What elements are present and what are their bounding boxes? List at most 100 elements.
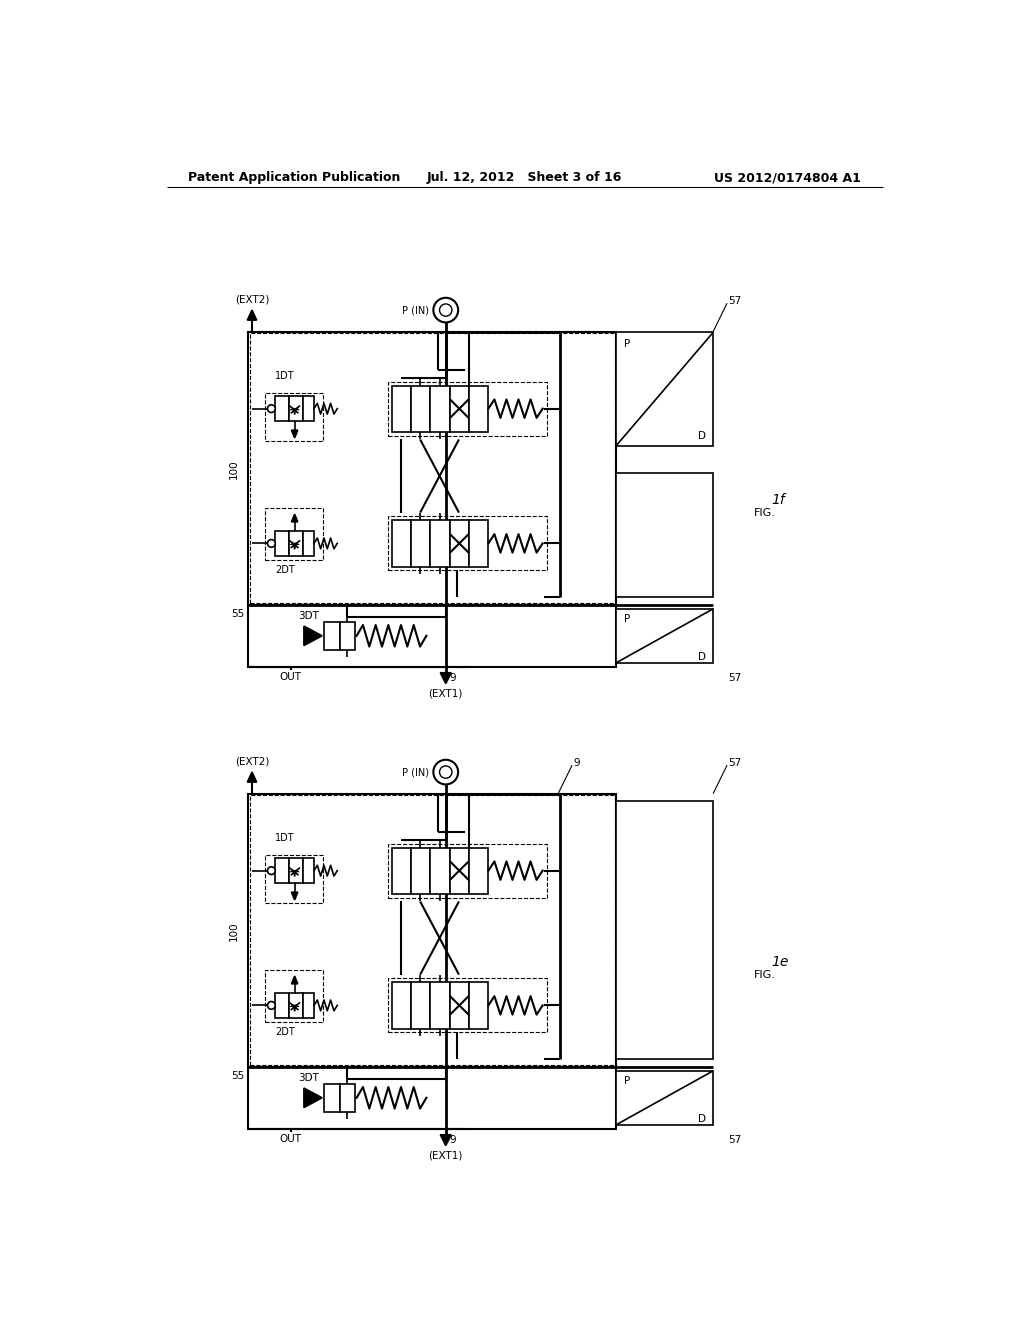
Bar xyxy=(616,1071,713,1125)
Bar xyxy=(388,843,547,898)
Text: FIG.: FIG. xyxy=(755,508,776,519)
Text: 1DT: 1DT xyxy=(275,833,295,843)
Polygon shape xyxy=(292,430,298,438)
Bar xyxy=(289,858,303,883)
Polygon shape xyxy=(248,310,257,321)
Bar xyxy=(430,847,450,894)
Text: 57: 57 xyxy=(729,758,741,768)
Text: 2DT: 2DT xyxy=(275,1027,295,1038)
Bar xyxy=(388,381,547,436)
Bar xyxy=(616,333,713,446)
Text: 9: 9 xyxy=(573,758,581,768)
Polygon shape xyxy=(304,626,323,645)
Bar xyxy=(324,622,340,649)
Circle shape xyxy=(267,405,275,413)
Bar xyxy=(469,520,488,566)
Circle shape xyxy=(433,298,458,322)
Text: 1e: 1e xyxy=(771,954,788,969)
Text: 2DT: 2DT xyxy=(275,565,295,576)
Text: Jul. 12, 2012   Sheet 3 of 16: Jul. 12, 2012 Sheet 3 of 16 xyxy=(427,172,623,185)
Text: (EXT2): (EXT2) xyxy=(234,756,269,767)
Bar xyxy=(289,993,303,1018)
Bar xyxy=(450,982,469,1028)
Circle shape xyxy=(267,1002,275,1010)
Bar xyxy=(250,795,614,1065)
Bar xyxy=(248,1067,616,1129)
Bar xyxy=(430,520,450,566)
Polygon shape xyxy=(440,673,452,684)
Bar xyxy=(388,516,547,570)
Text: 100: 100 xyxy=(228,459,239,479)
Text: 57: 57 xyxy=(729,673,741,684)
Text: D: D xyxy=(697,432,706,441)
Bar xyxy=(411,847,430,894)
Text: 55: 55 xyxy=(231,1072,245,1081)
Bar xyxy=(303,858,314,883)
Text: OUT: OUT xyxy=(280,1134,302,1144)
Bar xyxy=(289,531,303,556)
Text: P: P xyxy=(624,1076,630,1086)
Bar xyxy=(450,520,469,566)
Bar xyxy=(411,520,430,566)
Text: 57: 57 xyxy=(729,1135,741,1146)
Text: 9: 9 xyxy=(450,1135,457,1146)
Bar xyxy=(340,1084,355,1111)
Bar xyxy=(469,982,488,1028)
Bar xyxy=(388,978,547,1032)
Bar xyxy=(391,847,411,894)
Bar xyxy=(303,396,314,421)
Text: 55: 55 xyxy=(231,610,245,619)
Text: (EXT2): (EXT2) xyxy=(234,294,269,305)
Bar xyxy=(391,982,411,1028)
Text: D: D xyxy=(697,652,706,663)
Bar xyxy=(275,396,289,421)
Text: (EXT1): (EXT1) xyxy=(429,1150,463,1160)
Bar xyxy=(265,393,324,441)
Bar xyxy=(265,970,324,1022)
Circle shape xyxy=(439,304,452,317)
Bar xyxy=(616,801,713,1059)
Bar xyxy=(275,993,289,1018)
Bar xyxy=(265,508,324,560)
Bar xyxy=(469,385,488,432)
Bar xyxy=(450,385,469,432)
Bar xyxy=(616,609,713,663)
Bar xyxy=(275,531,289,556)
Polygon shape xyxy=(292,977,298,983)
Text: (EXT1): (EXT1) xyxy=(429,688,463,698)
Text: 9: 9 xyxy=(450,673,457,684)
Circle shape xyxy=(267,867,275,875)
Polygon shape xyxy=(292,515,298,521)
Bar xyxy=(303,993,314,1018)
Text: 3DT: 3DT xyxy=(299,1073,319,1082)
Bar xyxy=(248,793,616,1067)
Polygon shape xyxy=(440,1135,452,1146)
Text: P (IN): P (IN) xyxy=(401,305,429,315)
Polygon shape xyxy=(292,892,298,900)
Bar xyxy=(616,473,713,598)
Text: FIG.: FIG. xyxy=(755,970,776,981)
Bar xyxy=(250,333,614,603)
Bar xyxy=(450,847,469,894)
Bar xyxy=(469,847,488,894)
Text: 1f: 1f xyxy=(771,492,785,507)
Circle shape xyxy=(439,766,452,779)
Bar xyxy=(275,858,289,883)
Bar xyxy=(391,385,411,432)
Bar xyxy=(411,385,430,432)
Text: 3DT: 3DT xyxy=(299,611,319,620)
Text: 100: 100 xyxy=(228,921,239,941)
Bar xyxy=(340,622,355,649)
Text: OUT: OUT xyxy=(280,672,302,682)
Bar xyxy=(248,331,616,605)
Text: P: P xyxy=(624,339,630,348)
Bar xyxy=(265,855,324,903)
Bar xyxy=(430,385,450,432)
Bar xyxy=(303,531,314,556)
Bar xyxy=(289,396,303,421)
Polygon shape xyxy=(304,1088,323,1107)
Text: Patent Application Publication: Patent Application Publication xyxy=(188,172,400,185)
Circle shape xyxy=(433,760,458,784)
Bar xyxy=(391,520,411,566)
Bar xyxy=(248,605,616,667)
